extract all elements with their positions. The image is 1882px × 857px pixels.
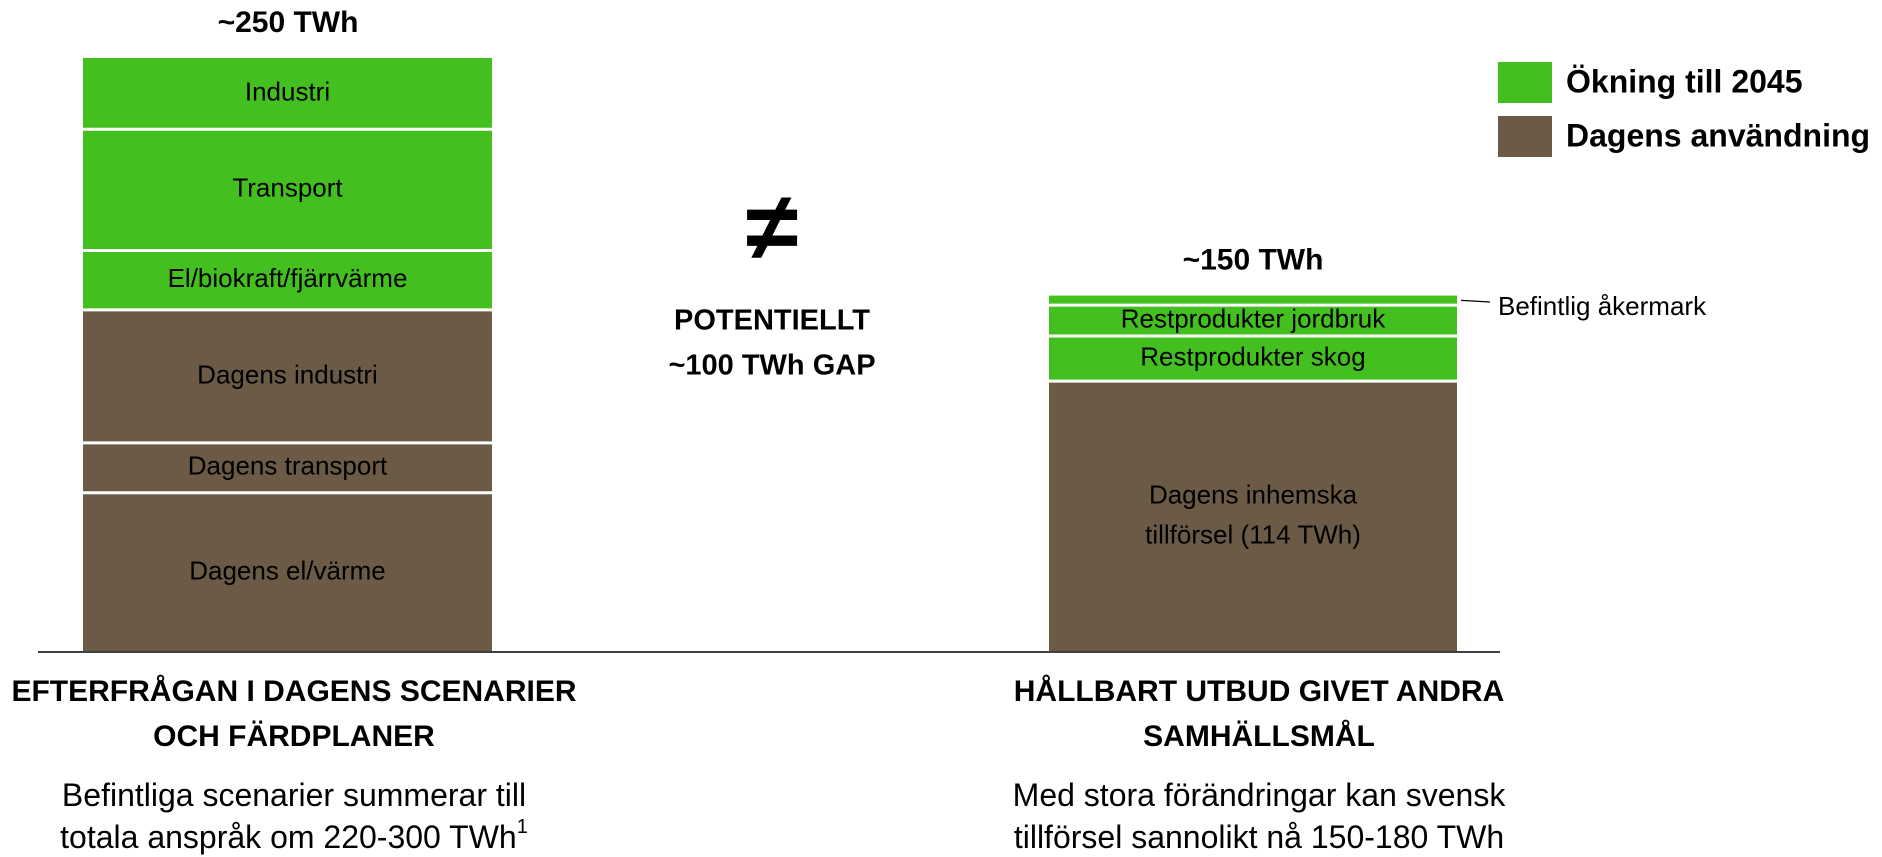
segment-label: Dagens inhemska (1149, 479, 1358, 509)
callout-line (1460, 299, 1491, 303)
bar-note-text: Med stora förändringar kan svensk (1013, 777, 1507, 813)
bar-segment (1049, 305, 1457, 336)
bar-note: Befintliga scenarier summerar till (62, 777, 526, 813)
legend-label: Ökning till 2045 (1566, 63, 1803, 99)
segment-label: Transport (232, 173, 343, 203)
bar-segment (83, 129, 492, 251)
segment-label: Restprodukter skog (1140, 341, 1365, 371)
bar-segment (1049, 381, 1457, 652)
bar-segment (83, 442, 492, 493)
bar-segment (83, 492, 492, 652)
bar-note-text: Befintliga scenarier summerar till (62, 777, 526, 813)
bar-note: tillförsel sannolikt nå 150-180 TWh (1014, 819, 1504, 855)
segment-label: Restprodukter jordbruk (1121, 303, 1386, 333)
gap-label: ~100 TWh GAP (668, 350, 875, 382)
bar-segment (1049, 335, 1457, 382)
bar-category: OCH FÄRDPLANER (153, 720, 435, 753)
total-label: ~250 TWh (218, 6, 359, 39)
bar-category: EFTERFRÅGAN I DAGENS SCENARIER (11, 675, 576, 708)
bar-category: SAMHÄLLSMÅL (1143, 720, 1375, 753)
segment-label: Dagens el/värme (189, 555, 386, 585)
segment-label: Dagens transport (188, 451, 388, 481)
bar-segment (83, 309, 492, 443)
total-label: ~150 TWh (1183, 244, 1324, 277)
bar-category: HÅLLBART UTBUD GIVET ANDRA (1014, 675, 1505, 708)
segment-label: El/biokraft/fjärrvärme (168, 263, 408, 293)
segment-label: Industri (245, 77, 330, 107)
bar-note: Med stora förändringar kan svensk (1013, 777, 1507, 813)
gap-symbol: ≠ (746, 173, 799, 280)
gap-label: POTENTIELLT (674, 305, 870, 337)
legend-swatch (1498, 116, 1552, 157)
bar-note-text: tillförsel sannolikt nå 150-180 TWh (1014, 819, 1504, 855)
bar-segment (1049, 295, 1457, 306)
segment-label: tillförsel (114 TWh) (1145, 519, 1361, 549)
footnote-mark: 1 (517, 816, 528, 838)
bar-note-text: totala anspråk om 220-300 TWh (60, 819, 517, 855)
bar-note: totala anspråk om 220-300 TWh1 (60, 816, 528, 855)
callout-label: Befintlig åkermark (1498, 291, 1707, 321)
legend-label: Dagens användning (1566, 117, 1870, 153)
segment-label: Dagens industri (197, 359, 378, 389)
bar-segment (83, 250, 492, 310)
bar-segment (83, 58, 492, 130)
legend-swatch (1498, 62, 1552, 103)
